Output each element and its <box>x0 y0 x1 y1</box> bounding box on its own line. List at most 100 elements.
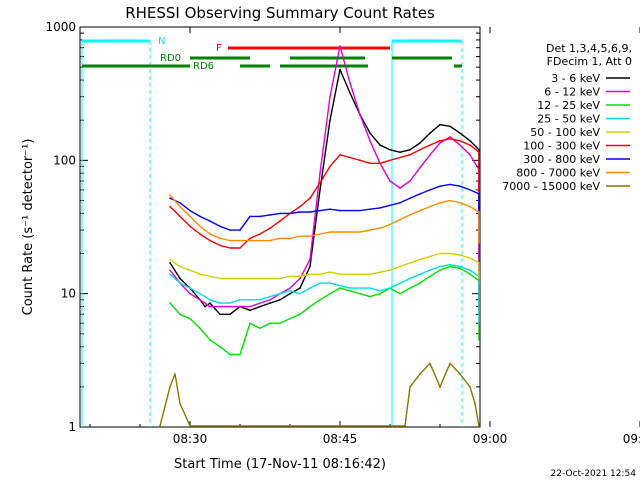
series-point-2 <box>289 317 291 320</box>
series-point-5 <box>269 227 271 229</box>
legend-label: 300 - 800 keV <box>523 153 600 166</box>
series-point-2 <box>249 322 251 325</box>
series-point-3 <box>379 290 381 292</box>
series-point-2 <box>478 339 480 341</box>
series-point-8 <box>449 362 451 365</box>
series-point-1 <box>369 140 371 142</box>
series-point-3 <box>309 287 311 289</box>
series-point-3 <box>319 282 321 284</box>
series-point-0 <box>219 313 221 316</box>
series-point-1 <box>289 287 291 289</box>
series-point-1 <box>449 136 451 138</box>
series-point-4 <box>399 265 401 268</box>
series-point-1 <box>209 305 211 308</box>
series-point-1 <box>399 187 401 189</box>
series-point-7 <box>439 202 441 204</box>
series-point-5 <box>199 233 201 235</box>
series-point-8 <box>474 402 476 405</box>
series-point-7 <box>429 205 431 208</box>
series-point-3 <box>289 290 291 292</box>
series-point-6 <box>219 225 221 228</box>
series-point-1 <box>259 302 261 304</box>
series-line-6 <box>169 183 480 231</box>
series-point-0 <box>369 132 371 134</box>
series-point-6 <box>429 189 431 191</box>
series-point-6 <box>259 215 261 218</box>
series-point-3 <box>419 273 421 276</box>
series-point-5 <box>478 184 480 187</box>
series-point-1 <box>349 82 351 84</box>
series-point-1 <box>359 113 361 116</box>
series-point-1 <box>329 95 331 98</box>
series-point-3 <box>189 287 191 289</box>
series-point-6 <box>309 211 311 213</box>
series-point-7 <box>319 233 321 235</box>
series-point-6 <box>299 211 301 213</box>
series-point-4 <box>249 277 251 280</box>
series-point-6 <box>389 204 391 207</box>
series-point-5 <box>359 159 361 162</box>
series-point-1 <box>219 305 221 308</box>
series-point-5 <box>339 154 341 156</box>
legend-label: 800 - 7000 keV <box>516 167 600 180</box>
series-point-2 <box>319 299 321 301</box>
series-point-3 <box>359 287 361 289</box>
x-axis-label: Start Time (17-Nov-11 08:16:42) <box>174 457 386 472</box>
series-point-0 <box>279 299 281 301</box>
series-point-5 <box>478 159 480 162</box>
series-point-6 <box>279 212 281 215</box>
series-point-4 <box>459 254 461 256</box>
series-point-0 <box>409 149 411 151</box>
series-point-5 <box>169 205 171 208</box>
series-point-5 <box>259 233 261 235</box>
series-point-4 <box>439 252 441 255</box>
series-point-6 <box>409 197 411 199</box>
series-point-8 <box>419 373 421 375</box>
x-tick-label: 08:45 <box>323 432 358 446</box>
series-point-5 <box>229 247 231 249</box>
series-point-8 <box>159 425 161 427</box>
series-point-0 <box>259 305 261 308</box>
series-point-4 <box>379 271 381 274</box>
series-point-4 <box>239 277 241 280</box>
y-tick-label: 10 <box>61 287 76 301</box>
series-point-5 <box>459 140 461 142</box>
series-point-6 <box>339 209 341 212</box>
series-point-6 <box>478 197 480 199</box>
series-point-2 <box>419 282 421 284</box>
series-point-2 <box>219 345 221 348</box>
series-point-4 <box>219 277 221 280</box>
series-point-3 <box>179 282 181 284</box>
series-point-3 <box>478 282 480 284</box>
series-point-5 <box>469 144 471 146</box>
series-point-6 <box>349 209 351 212</box>
series-point-2 <box>299 313 301 316</box>
series-point-7 <box>478 239 480 242</box>
series-point-3 <box>199 292 201 295</box>
series-point-7 <box>219 237 221 240</box>
series-point-3 <box>478 290 480 292</box>
series-point-7 <box>189 215 191 218</box>
series-point-4 <box>309 273 311 276</box>
series-point-0 <box>209 302 211 304</box>
series-point-6 <box>179 202 181 204</box>
series-point-3 <box>249 299 251 301</box>
series-point-7 <box>469 205 471 208</box>
series-point-7 <box>199 225 201 228</box>
series-point-4 <box>339 273 341 276</box>
series-point-0 <box>449 125 451 128</box>
series-point-0 <box>249 309 251 312</box>
legend-label: 50 - 100 keV <box>530 126 600 139</box>
series-point-6 <box>399 202 401 204</box>
series-point-1 <box>459 144 461 146</box>
series-point-4 <box>259 277 261 280</box>
legend-label: 100 - 300 keV <box>523 140 600 153</box>
series-point-7 <box>259 239 261 242</box>
night-flag-label: N <box>158 36 165 47</box>
series-point-6 <box>209 220 211 222</box>
series-point-6 <box>239 229 241 231</box>
rd6-flag-label: RD6 <box>193 61 214 72</box>
series-point-6 <box>478 202 480 204</box>
series-point-6 <box>369 208 371 210</box>
series-point-8 <box>429 362 431 365</box>
